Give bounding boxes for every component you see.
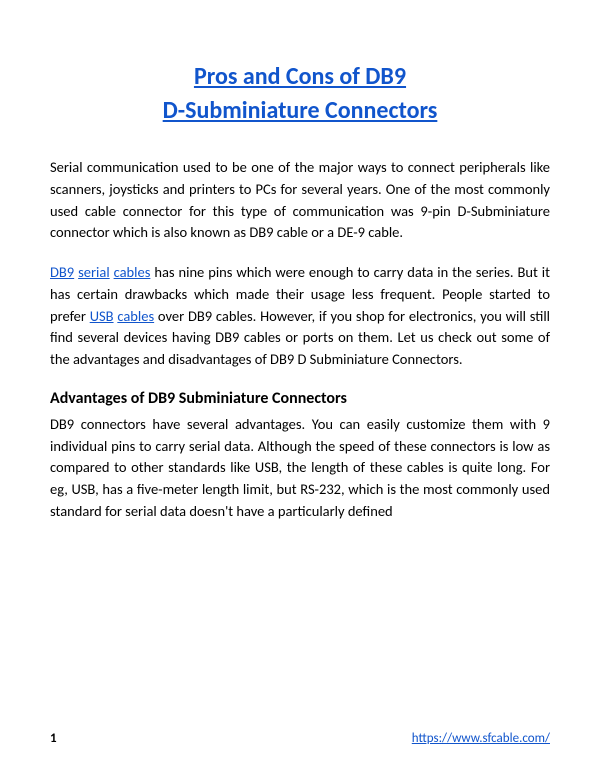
serial-link[interactable]: serial <box>78 263 110 281</box>
paragraph-1: Serial communication used to be one of t… <box>50 157 550 244</box>
subheading-advantages: Advantages of DB9 Subminiature Connector… <box>50 389 550 408</box>
title-line-2: D-Subminiature Connectors <box>163 96 438 125</box>
db9-link[interactable]: DB9 <box>50 263 74 281</box>
paragraph-2: DB9 serial cables has nine pins which we… <box>50 262 550 371</box>
cables-link-2[interactable]: cables <box>117 307 154 325</box>
page-footer: 1 https://www.sfcable.com/ <box>50 731 550 746</box>
title-line-1: Pros and Cons of DB9 <box>194 62 406 91</box>
page-number: 1 <box>50 731 57 746</box>
cables-link-1[interactable]: cables <box>114 263 151 281</box>
usb-link[interactable]: USB <box>90 307 114 325</box>
paragraph-3: DB9 connectors have several advantages. … <box>50 414 550 523</box>
document-title: Pros and Cons of DB9 D-Subminiature Conn… <box>50 60 550 127</box>
footer-url-link[interactable]: https://www.sfcable.com/ <box>412 731 550 746</box>
